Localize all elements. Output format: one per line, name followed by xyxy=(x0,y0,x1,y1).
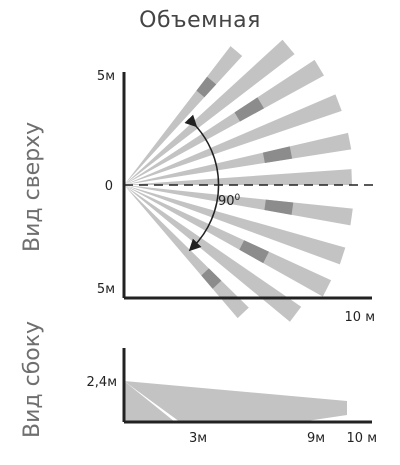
side-view-zone-far xyxy=(124,381,347,422)
top-view-y-zero-label: 0 xyxy=(105,179,113,194)
detection-beam-dense-segment xyxy=(239,240,269,264)
detection-beam xyxy=(124,185,249,319)
top-view-y-top-label: 5м xyxy=(97,69,115,84)
side-view-10m-label: 10 м xyxy=(347,431,377,446)
side-view-9m-label: 9м xyxy=(307,431,325,446)
side-view-3m-label: 3м xyxy=(189,431,207,446)
detection-beams xyxy=(124,39,353,322)
detection-beam xyxy=(124,185,302,322)
detection-beam xyxy=(124,39,295,185)
angle-label: 900 xyxy=(218,193,241,209)
side-view-zone-near xyxy=(124,381,175,422)
top-view-x-end-label: 10 м xyxy=(345,310,375,325)
top-view-y-bottom-label: 5м xyxy=(97,282,115,297)
detection-beam-dense-segment xyxy=(234,97,264,122)
detection-beam xyxy=(124,185,353,226)
detection-beam-dense-segment xyxy=(201,268,222,289)
diagram-title: Объемная xyxy=(139,8,261,33)
detection-beam xyxy=(124,185,332,297)
detection-beam xyxy=(124,169,352,185)
detection-beam xyxy=(124,46,243,186)
detection-beam xyxy=(124,132,352,185)
detection-beam xyxy=(124,59,324,185)
detection-beam xyxy=(124,185,346,265)
angle-arc-icon xyxy=(184,114,220,252)
detection-beam-dense-segment xyxy=(262,146,293,163)
side-view-height-label: 2,4м xyxy=(87,375,117,390)
detection-beam-dense-segment xyxy=(196,76,217,98)
detection-beam xyxy=(124,94,342,185)
detection-beam-dense-segment xyxy=(264,199,294,215)
